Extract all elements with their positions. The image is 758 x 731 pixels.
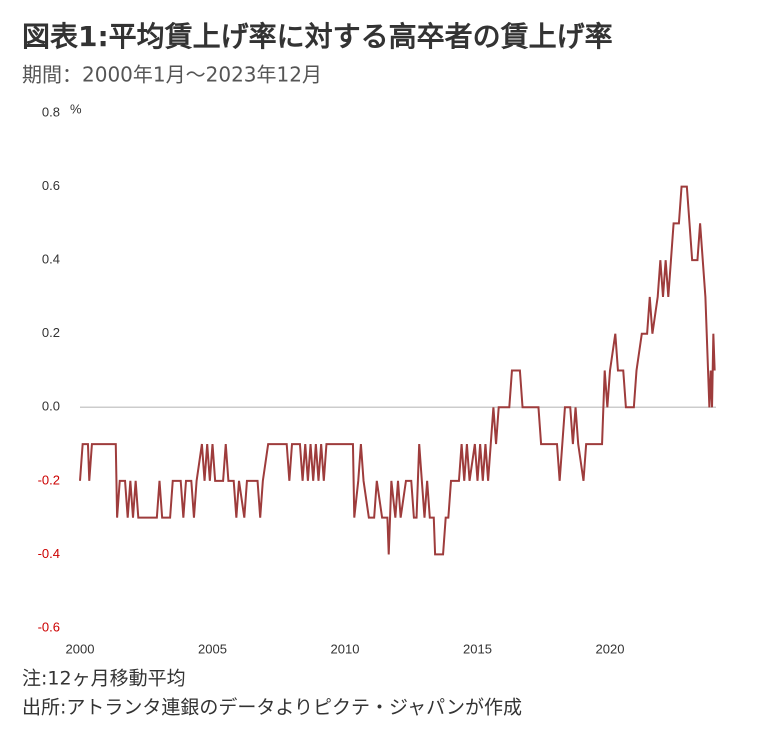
x-tick-label: 2010: [331, 641, 360, 656]
y-tick-label: 0.0: [42, 399, 60, 414]
line-series: [79, 185, 716, 556]
source: 出所:アトランタ連銀のデータよりピクテ・ジャパンが作成: [22, 697, 522, 719]
y-unit: %: [70, 101, 82, 116]
x-tick-label: 2005: [198, 641, 227, 656]
x-tick-label: 2000: [66, 641, 95, 656]
chart-title: 図表1:平均賃上げ率に対する高卒者の賃上げ率: [22, 20, 613, 53]
x-tick-label: 2020: [596, 641, 625, 656]
y-tick-label: 0.8: [42, 104, 60, 119]
y-tick-label: -0.4: [38, 546, 60, 561]
note: 注:12ヶ月移動平均: [22, 668, 186, 690]
y-tick-label: -0.2: [38, 472, 60, 487]
y-tick-label: 0.4: [42, 252, 60, 267]
y-tick-label: 0.2: [42, 325, 60, 340]
y-tick-label: 0.6: [42, 178, 60, 193]
y-tick-label: -0.6: [38, 619, 60, 634]
x-tick-label: 2015: [463, 641, 492, 656]
chart-subtitle: 期間：2000年1月～2023年12月: [22, 63, 322, 87]
